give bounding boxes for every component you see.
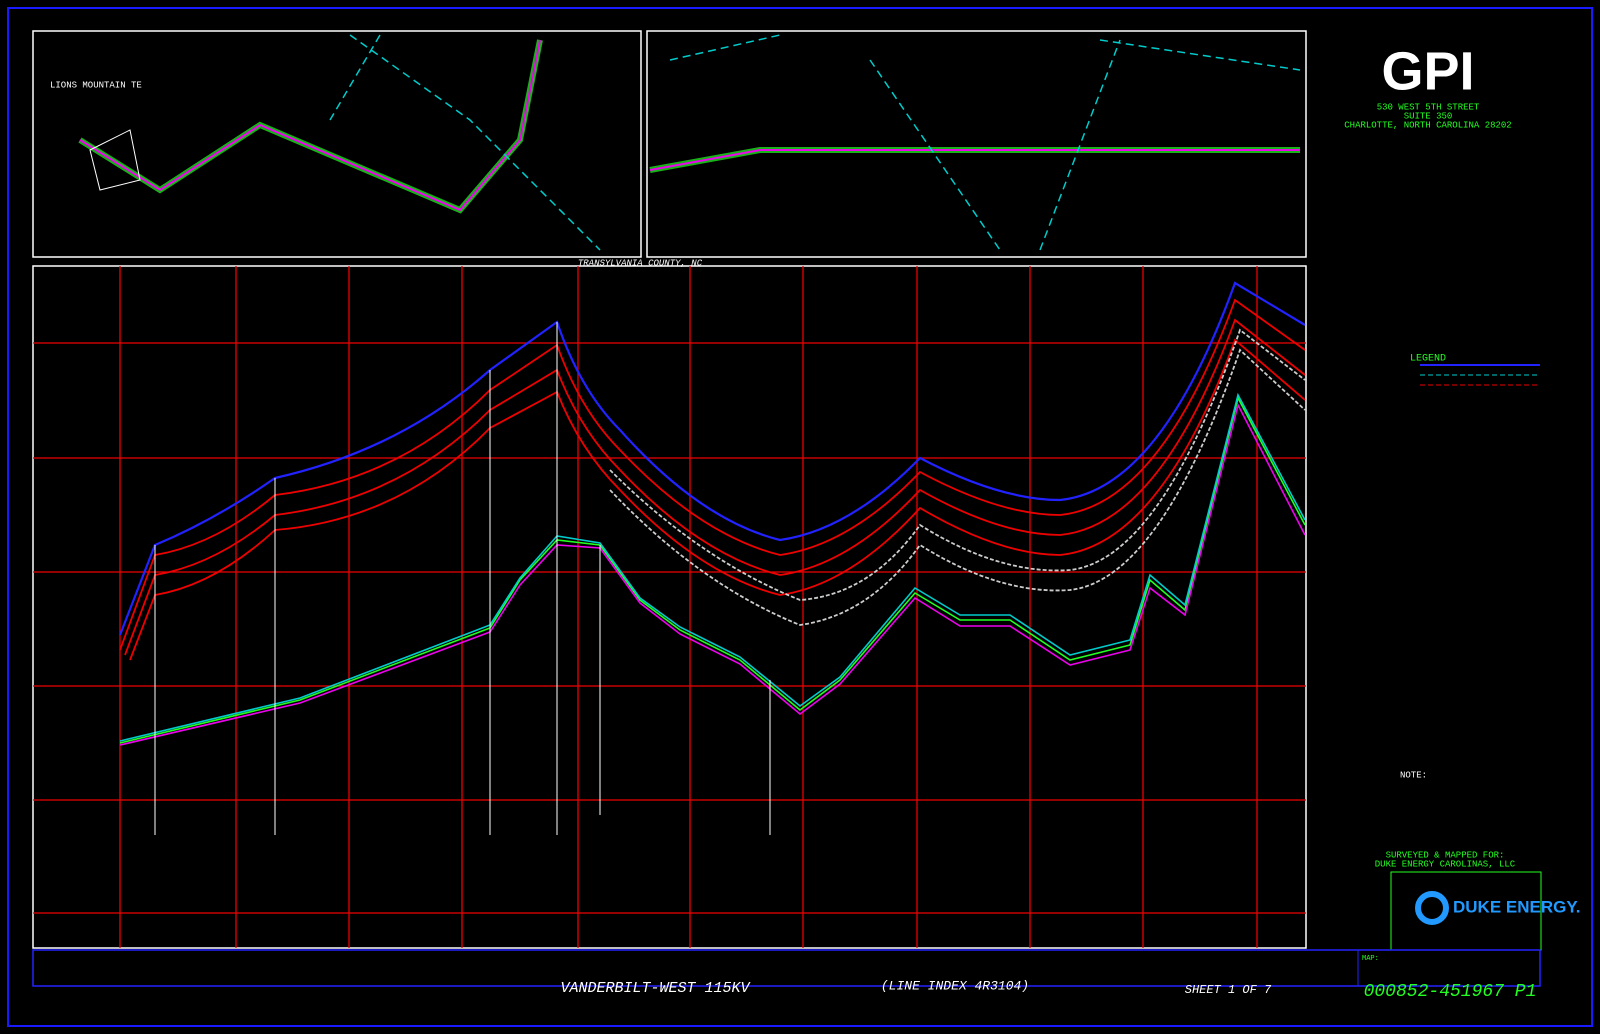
client-name: DUKE ENERGY CAROLINAS, LLC (1375, 859, 1516, 869)
map-label: MAP: (1362, 955, 1379, 963)
plan-linework (78, 34, 1301, 251)
surveyed-for: SURVEYED & MAPPED FOR: (1386, 850, 1505, 860)
project-title: VANDERBILT-WEST 115KV (560, 980, 751, 997)
route-corridor (78, 39, 543, 214)
route-centerline (649, 149, 1300, 171)
profile-frame (32, 265, 1307, 949)
notes-title: NOTE: (1400, 770, 1427, 780)
logo-text: DUKE ENERGY. (1453, 897, 1581, 916)
firm-name: GPI (1381, 41, 1474, 101)
firm-address: SUITE 350 (1404, 111, 1453, 121)
plan-view-left (32, 30, 642, 258)
plan-view-right (646, 30, 1307, 258)
county-label: TRANSYLVANIA COUNTY, NC (578, 258, 703, 268)
map-number: 000852-451967 P1 (1364, 982, 1537, 1002)
logo-mark (1415, 891, 1449, 925)
property-lines (329, 34, 1301, 251)
line-index: (LINE INDEX 4R3104) (881, 978, 1029, 993)
substation (89, 129, 141, 191)
sheet-number: SHEET 1 OF 7 (1185, 983, 1272, 997)
conductor-curves (118, 281, 1306, 661)
route-centerline (79, 39, 541, 212)
firm-address: 530 WEST 5TH STREET (1377, 102, 1480, 112)
firm-address: CHARLOTTE, NORTH CAROLINA 28202 (1344, 120, 1511, 130)
structure-drops (154, 322, 771, 835)
legend-title: LEGEND (1410, 354, 1446, 365)
title-block (32, 949, 1541, 987)
ground-profile (119, 392, 1306, 746)
sheet-border (7, 7, 1593, 1027)
site-label: LIONS MOUNTAIN TE (50, 80, 142, 90)
profile-grid (33, 266, 1306, 948)
